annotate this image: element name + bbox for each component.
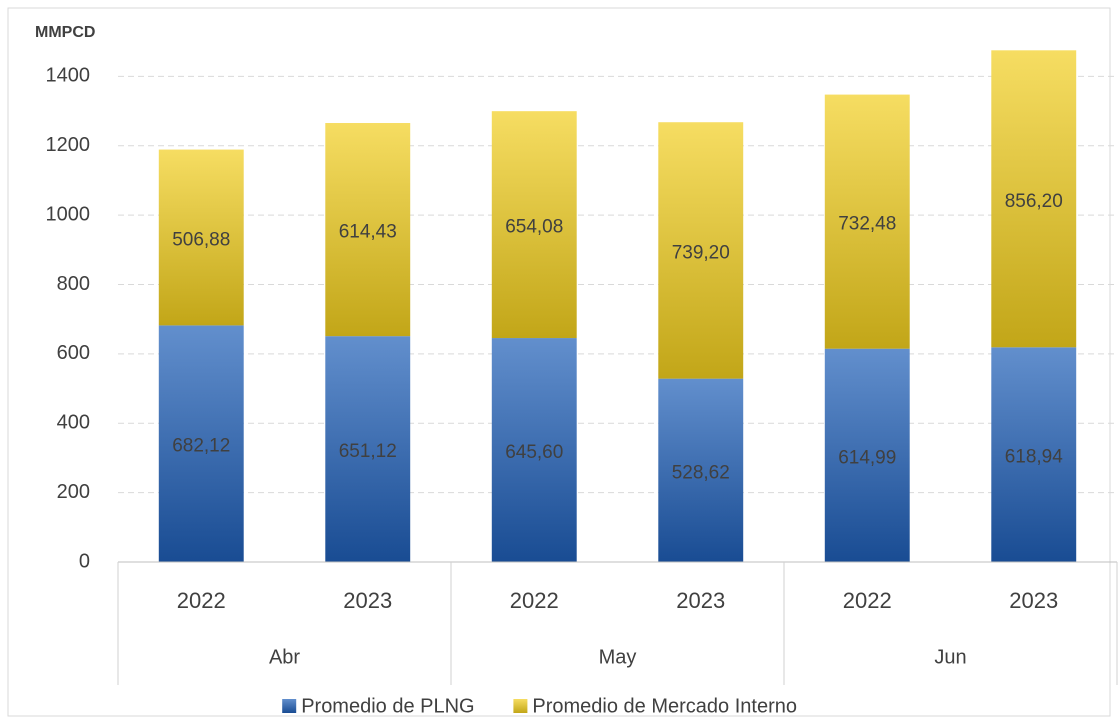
y-tick-label: 1200 xyxy=(46,134,91,156)
y-tick-label: 0 xyxy=(79,550,90,572)
group-label: Abr xyxy=(269,646,300,668)
bar-segment xyxy=(824,94,910,349)
data-label: 654,08 xyxy=(505,217,563,238)
y-tick-label: 1000 xyxy=(46,203,91,225)
y-tick-label: 800 xyxy=(57,273,90,295)
bar-segment xyxy=(491,338,577,562)
data-label: 732,48 xyxy=(838,214,896,235)
bar-segment xyxy=(325,336,411,562)
bar-segment xyxy=(658,122,744,379)
legend-swatch xyxy=(282,699,297,713)
y-tick-label: 200 xyxy=(57,481,90,503)
x-tick-label: 2023 xyxy=(343,588,392,613)
data-label: 618,94 xyxy=(1005,447,1064,468)
x-tick-label: 2022 xyxy=(510,588,559,613)
bar-segment xyxy=(158,149,244,326)
bar-segment xyxy=(491,111,577,339)
y-tick-label: 1400 xyxy=(46,65,91,87)
group-label: May xyxy=(599,646,637,668)
data-label: 682,12 xyxy=(172,436,230,457)
data-label: 651,12 xyxy=(339,441,397,462)
legend-swatch xyxy=(513,699,528,713)
bar-segment xyxy=(158,325,244,562)
x-tick-label: 2022 xyxy=(843,588,892,613)
legend-label: Promedio de PLNG xyxy=(301,695,474,717)
bar-segment xyxy=(325,123,411,337)
bar-segment xyxy=(991,50,1077,348)
legend-label: Promedio de Mercado Interno xyxy=(532,695,797,717)
data-label: 614,43 xyxy=(339,222,397,243)
group-label: Jun xyxy=(934,646,966,668)
data-label: 506,88 xyxy=(172,229,230,250)
data-label: 645,60 xyxy=(505,442,563,463)
data-label: 856,20 xyxy=(1005,191,1063,212)
y-tick-label: 400 xyxy=(57,412,90,434)
data-label: 528,62 xyxy=(672,462,730,483)
bar-segment xyxy=(991,347,1077,562)
bar-segment xyxy=(658,378,744,562)
y-tick-label: 600 xyxy=(57,342,90,364)
y-axis-label: MMPCD xyxy=(35,24,95,41)
x-tick-label: 2022 xyxy=(177,588,226,613)
bar-segment xyxy=(824,348,910,562)
data-label: 739,20 xyxy=(672,242,730,263)
x-tick-label: 2023 xyxy=(1009,588,1058,613)
x-tick-label: 2023 xyxy=(676,588,725,613)
data-label: 614,99 xyxy=(838,447,896,468)
